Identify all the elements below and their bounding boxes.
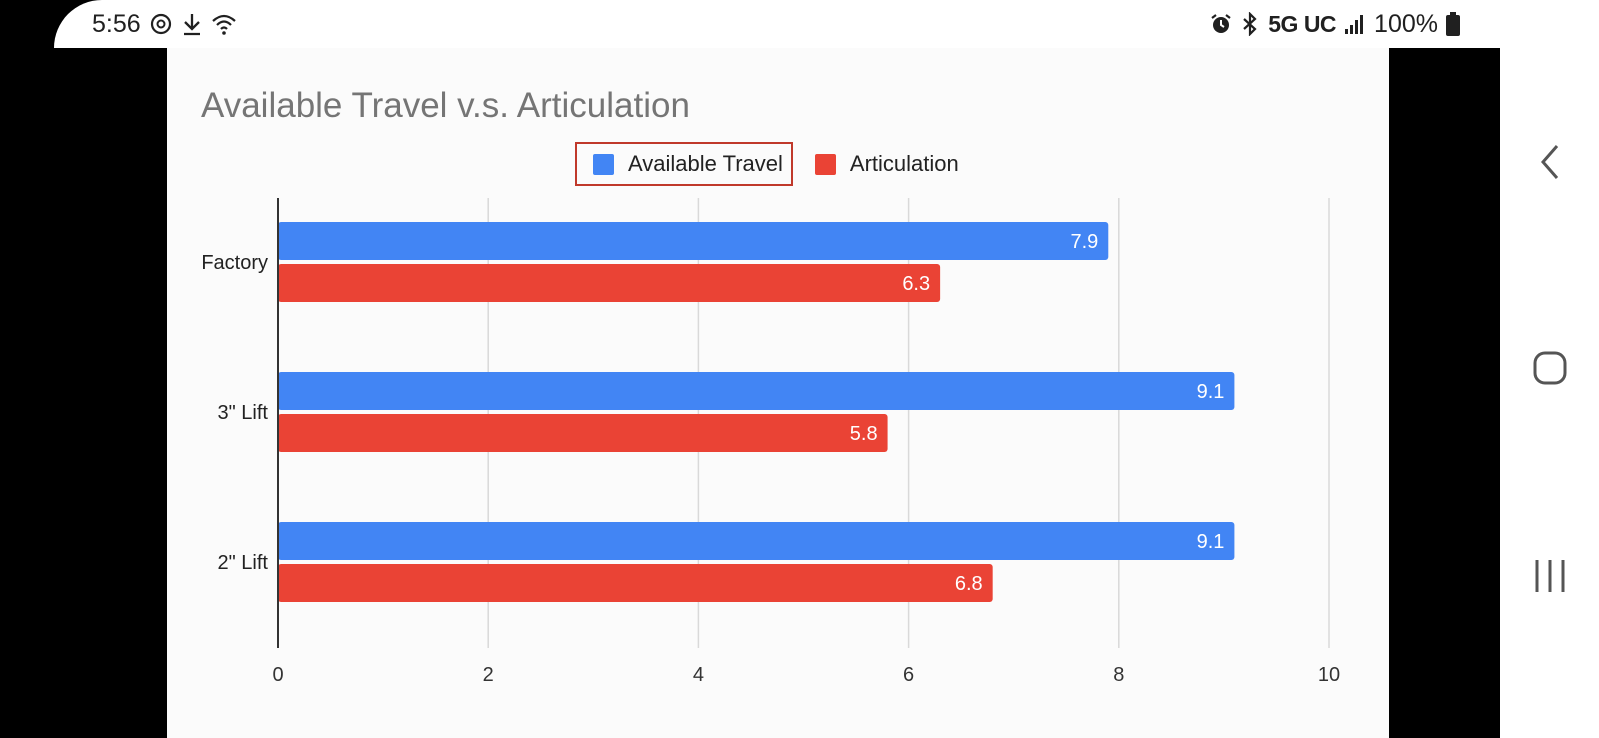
x-tick-label: 2: [483, 664, 494, 686]
status-right: 5G UC 100%: [1210, 9, 1460, 39]
legend-label-articulation: Articulation: [849, 151, 959, 176]
bar: [278, 222, 1109, 260]
bar: [278, 414, 888, 452]
legend-swatch-articulation: [814, 153, 836, 175]
data-label: 9.1: [1197, 531, 1225, 553]
x-tick-label: 0: [272, 664, 283, 686]
x-tick-label: 6: [903, 664, 914, 686]
bar: [278, 522, 1235, 560]
battery-icon: [1446, 12, 1460, 36]
data-label: 6.8: [955, 573, 983, 595]
chart-legend: Available Travel Articulation: [575, 140, 959, 188]
alarm-icon: [1210, 13, 1232, 35]
status-left: 5:56: [92, 9, 237, 39]
legend-item-available-travel[interactable]: Available Travel: [575, 142, 793, 186]
category-label: 2" Lift: [218, 552, 269, 574]
back-button[interactable]: [1500, 142, 1599, 182]
x-tick-label: 10: [1318, 664, 1340, 686]
x-tick-label: 4: [693, 664, 704, 686]
legend-label-available-travel: Available Travel: [628, 151, 783, 176]
data-label: 9.1: [1197, 381, 1225, 403]
status-time: 5:56: [92, 9, 141, 38]
wifi-icon: [211, 12, 237, 36]
navigation-bar: [1500, 0, 1599, 738]
chart-title: Available Travel v.s. Articulation: [201, 86, 690, 125]
download-icon: [181, 12, 203, 36]
data-label: 5.8: [850, 423, 878, 445]
legend-item-articulation[interactable]: Articulation: [814, 142, 959, 186]
battery-percent: 100%: [1374, 9, 1438, 38]
chart-card: 0 2 4 6 8 10 Factory 7.9 6.3 3" Lift 9.1 5.8 2" Lift…: [167, 48, 1389, 738]
category-label: Factory: [201, 252, 268, 274]
network-type: 5G UC: [1268, 10, 1337, 37]
bar: [278, 372, 1235, 410]
home-button[interactable]: [1500, 350, 1599, 386]
data-label: 7.9: [1070, 231, 1098, 253]
signal-icon: [1344, 14, 1366, 34]
category-label: 3" Lift: [218, 402, 269, 424]
chart-plot: 0 2 4 6 8 10 Factory 7.9 6.3 3" Lift 9.1 5.8 2" Lift…: [201, 198, 1340, 686]
bluetooth-icon: [1240, 12, 1260, 36]
home-icon: [1532, 350, 1568, 386]
bar: [278, 564, 993, 602]
recents-button[interactable]: [1500, 558, 1599, 594]
black-margin: [1389, 48, 1500, 738]
x-tick-label: 8: [1113, 664, 1124, 686]
focus-mode-icon: [149, 12, 173, 36]
bar: [278, 264, 941, 302]
recents-icon: [1532, 558, 1568, 594]
back-icon: [1535, 142, 1565, 182]
status-bar: 5:56 5G UC 100%: [54, 0, 1500, 48]
data-label: 6.3: [902, 273, 930, 295]
legend-swatch-available-travel: [593, 153, 614, 175]
